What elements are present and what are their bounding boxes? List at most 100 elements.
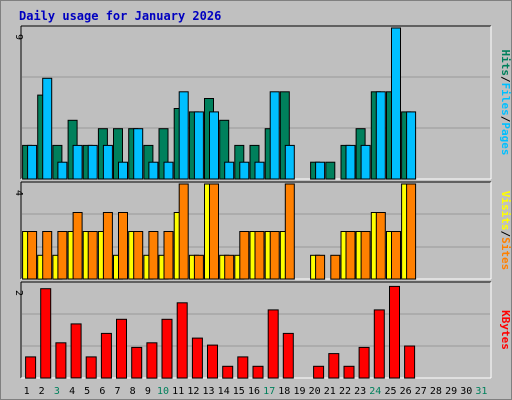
hits-files-pages-y-max-label: 9 bbox=[13, 34, 24, 40]
x-tick-label-day-11: 11 bbox=[172, 386, 184, 397]
kbytes-bar-day-20 bbox=[313, 365, 325, 379]
files-bar-day-9 bbox=[148, 161, 159, 180]
kbytes-bar-day-4 bbox=[70, 323, 82, 379]
sites-bar-day-25 bbox=[391, 231, 401, 280]
sites-bar-day-17 bbox=[269, 231, 280, 280]
files-bar-day-4 bbox=[72, 144, 83, 180]
visits-sites-legend: Visits/Sites bbox=[499, 191, 511, 271]
kbytes-bar-day-12 bbox=[191, 337, 203, 379]
x-tick-label-day-7: 7 bbox=[114, 386, 120, 397]
kbytes-bar-day-21 bbox=[328, 353, 340, 379]
legend-entry-slash: / bbox=[499, 231, 511, 238]
legend-entry-slash: / bbox=[499, 116, 511, 123]
x-tick-label-day-19: 19 bbox=[293, 386, 305, 397]
files-bar-day-24 bbox=[375, 91, 386, 180]
x-tick-label-day-23: 23 bbox=[354, 386, 366, 397]
files-bar-day-23 bbox=[360, 144, 371, 180]
kbytes-bar-day-15 bbox=[237, 356, 249, 379]
x-tick-label-day-5: 5 bbox=[84, 386, 90, 397]
legend-entry-kbytes: KBytes bbox=[499, 310, 511, 350]
kbytes-bar-day-25 bbox=[389, 285, 400, 379]
kbytes-bar-day-5 bbox=[85, 356, 97, 379]
sites-bar-day-22 bbox=[345, 231, 356, 280]
x-tick-label-day-25: 25 bbox=[384, 386, 396, 397]
sites-bar-day-9 bbox=[148, 231, 159, 280]
legend-entry-slash: / bbox=[499, 76, 511, 83]
kbytes-bar-day-9 bbox=[146, 342, 158, 379]
sites-bar-day-18 bbox=[284, 183, 295, 280]
files-bar-day-26 bbox=[406, 111, 417, 180]
x-tick-label-day-24: 24 bbox=[369, 386, 381, 397]
files-bar-day-5 bbox=[87, 144, 98, 180]
files-bar-day-22 bbox=[345, 144, 356, 180]
kbytes-bar-day-24 bbox=[373, 309, 385, 379]
x-tick-label-day-12: 12 bbox=[187, 386, 199, 397]
kbytes-panel: 2 bbox=[13, 281, 492, 379]
sites-bar-day-21 bbox=[330, 254, 341, 280]
sites-bar-day-3 bbox=[57, 231, 68, 280]
x-tick-label-day-14: 14 bbox=[218, 386, 230, 397]
kbytes-bar-day-1 bbox=[25, 356, 37, 379]
kbytes-legend: KBytes bbox=[499, 310, 511, 350]
sites-bar-day-5 bbox=[87, 231, 98, 280]
sites-bar-day-8 bbox=[133, 231, 144, 280]
files-bar-day-3 bbox=[57, 161, 68, 180]
x-tick-label-day-8: 8 bbox=[130, 386, 136, 397]
sites-bar-day-10 bbox=[163, 231, 174, 280]
x-tick-label-day-1: 1 bbox=[24, 386, 30, 397]
kbytes-bar-day-22 bbox=[343, 365, 355, 379]
visits-sites-panel: 4 bbox=[13, 181, 492, 280]
x-tick-label-day-4: 4 bbox=[69, 386, 75, 397]
legend-entry-visits: Visits bbox=[499, 191, 511, 231]
x-tick-label-day-27: 27 bbox=[415, 386, 427, 397]
legend-entry-pages: Pages bbox=[499, 122, 511, 155]
sites-bar-day-2 bbox=[42, 231, 53, 280]
kbytes-bar-day-6 bbox=[100, 332, 112, 379]
files-bar-day-7 bbox=[118, 161, 128, 180]
kbytes-bar-day-16 bbox=[252, 365, 264, 379]
hits-files-pages-legend: Hits/Files/Pages bbox=[499, 50, 511, 156]
files-bar-day-11 bbox=[178, 91, 189, 180]
files-bar-day-13 bbox=[209, 111, 219, 180]
x-tick-label-day-3: 3 bbox=[54, 386, 60, 397]
kbytes-bar-day-14 bbox=[222, 365, 234, 379]
sites-bar-day-13 bbox=[209, 183, 219, 280]
chart-title: Daily usage for January 2026 bbox=[19, 9, 221, 23]
x-tick-label-day-2: 2 bbox=[39, 386, 45, 397]
kbytes-bar-day-17 bbox=[267, 309, 279, 379]
files-bar-day-6 bbox=[102, 144, 113, 180]
files-bar-day-2 bbox=[42, 77, 53, 180]
x-tick-label-day-13: 13 bbox=[202, 386, 214, 397]
x-tick-label-day-6: 6 bbox=[99, 386, 105, 397]
x-tick-label-day-31: 31 bbox=[475, 386, 487, 397]
x-tick-label-day-20: 20 bbox=[309, 386, 321, 397]
kbytes-bar-day-2 bbox=[40, 288, 52, 379]
sites-bar-day-15 bbox=[239, 231, 250, 280]
kbytes-bar-day-8 bbox=[131, 346, 143, 379]
sites-bar-day-20 bbox=[315, 254, 326, 280]
x-tick-label-day-28: 28 bbox=[430, 386, 442, 397]
files-bar-day-15 bbox=[239, 161, 250, 180]
x-tick-label-day-30: 30 bbox=[460, 386, 472, 397]
x-tick-label-day-9: 9 bbox=[145, 386, 151, 397]
x-tick-label-day-15: 15 bbox=[233, 386, 245, 397]
kbytes-bar-day-13 bbox=[207, 344, 218, 379]
sites-bar-day-24 bbox=[375, 212, 386, 280]
x-tick-label-day-16: 16 bbox=[248, 386, 260, 397]
kbytes-y-max-label: 2 bbox=[13, 290, 24, 296]
files-bar-day-17 bbox=[269, 91, 280, 180]
legend-entry-sites: Sites bbox=[499, 237, 511, 270]
x-tick-label-day-21: 21 bbox=[324, 386, 336, 397]
sites-bar-day-16 bbox=[254, 231, 265, 280]
x-tick-label-day-17: 17 bbox=[263, 386, 275, 397]
sites-bar-day-26 bbox=[406, 183, 417, 280]
sites-bar-day-1 bbox=[27, 231, 38, 280]
files-bar-day-14 bbox=[224, 161, 235, 180]
files-bar-day-12 bbox=[193, 111, 204, 180]
files-bar-day-1 bbox=[27, 144, 38, 180]
hits-bar-day-21 bbox=[325, 161, 336, 180]
legend-entry-files: Files bbox=[499, 83, 511, 116]
kbytes-bar-day-11 bbox=[176, 302, 188, 379]
